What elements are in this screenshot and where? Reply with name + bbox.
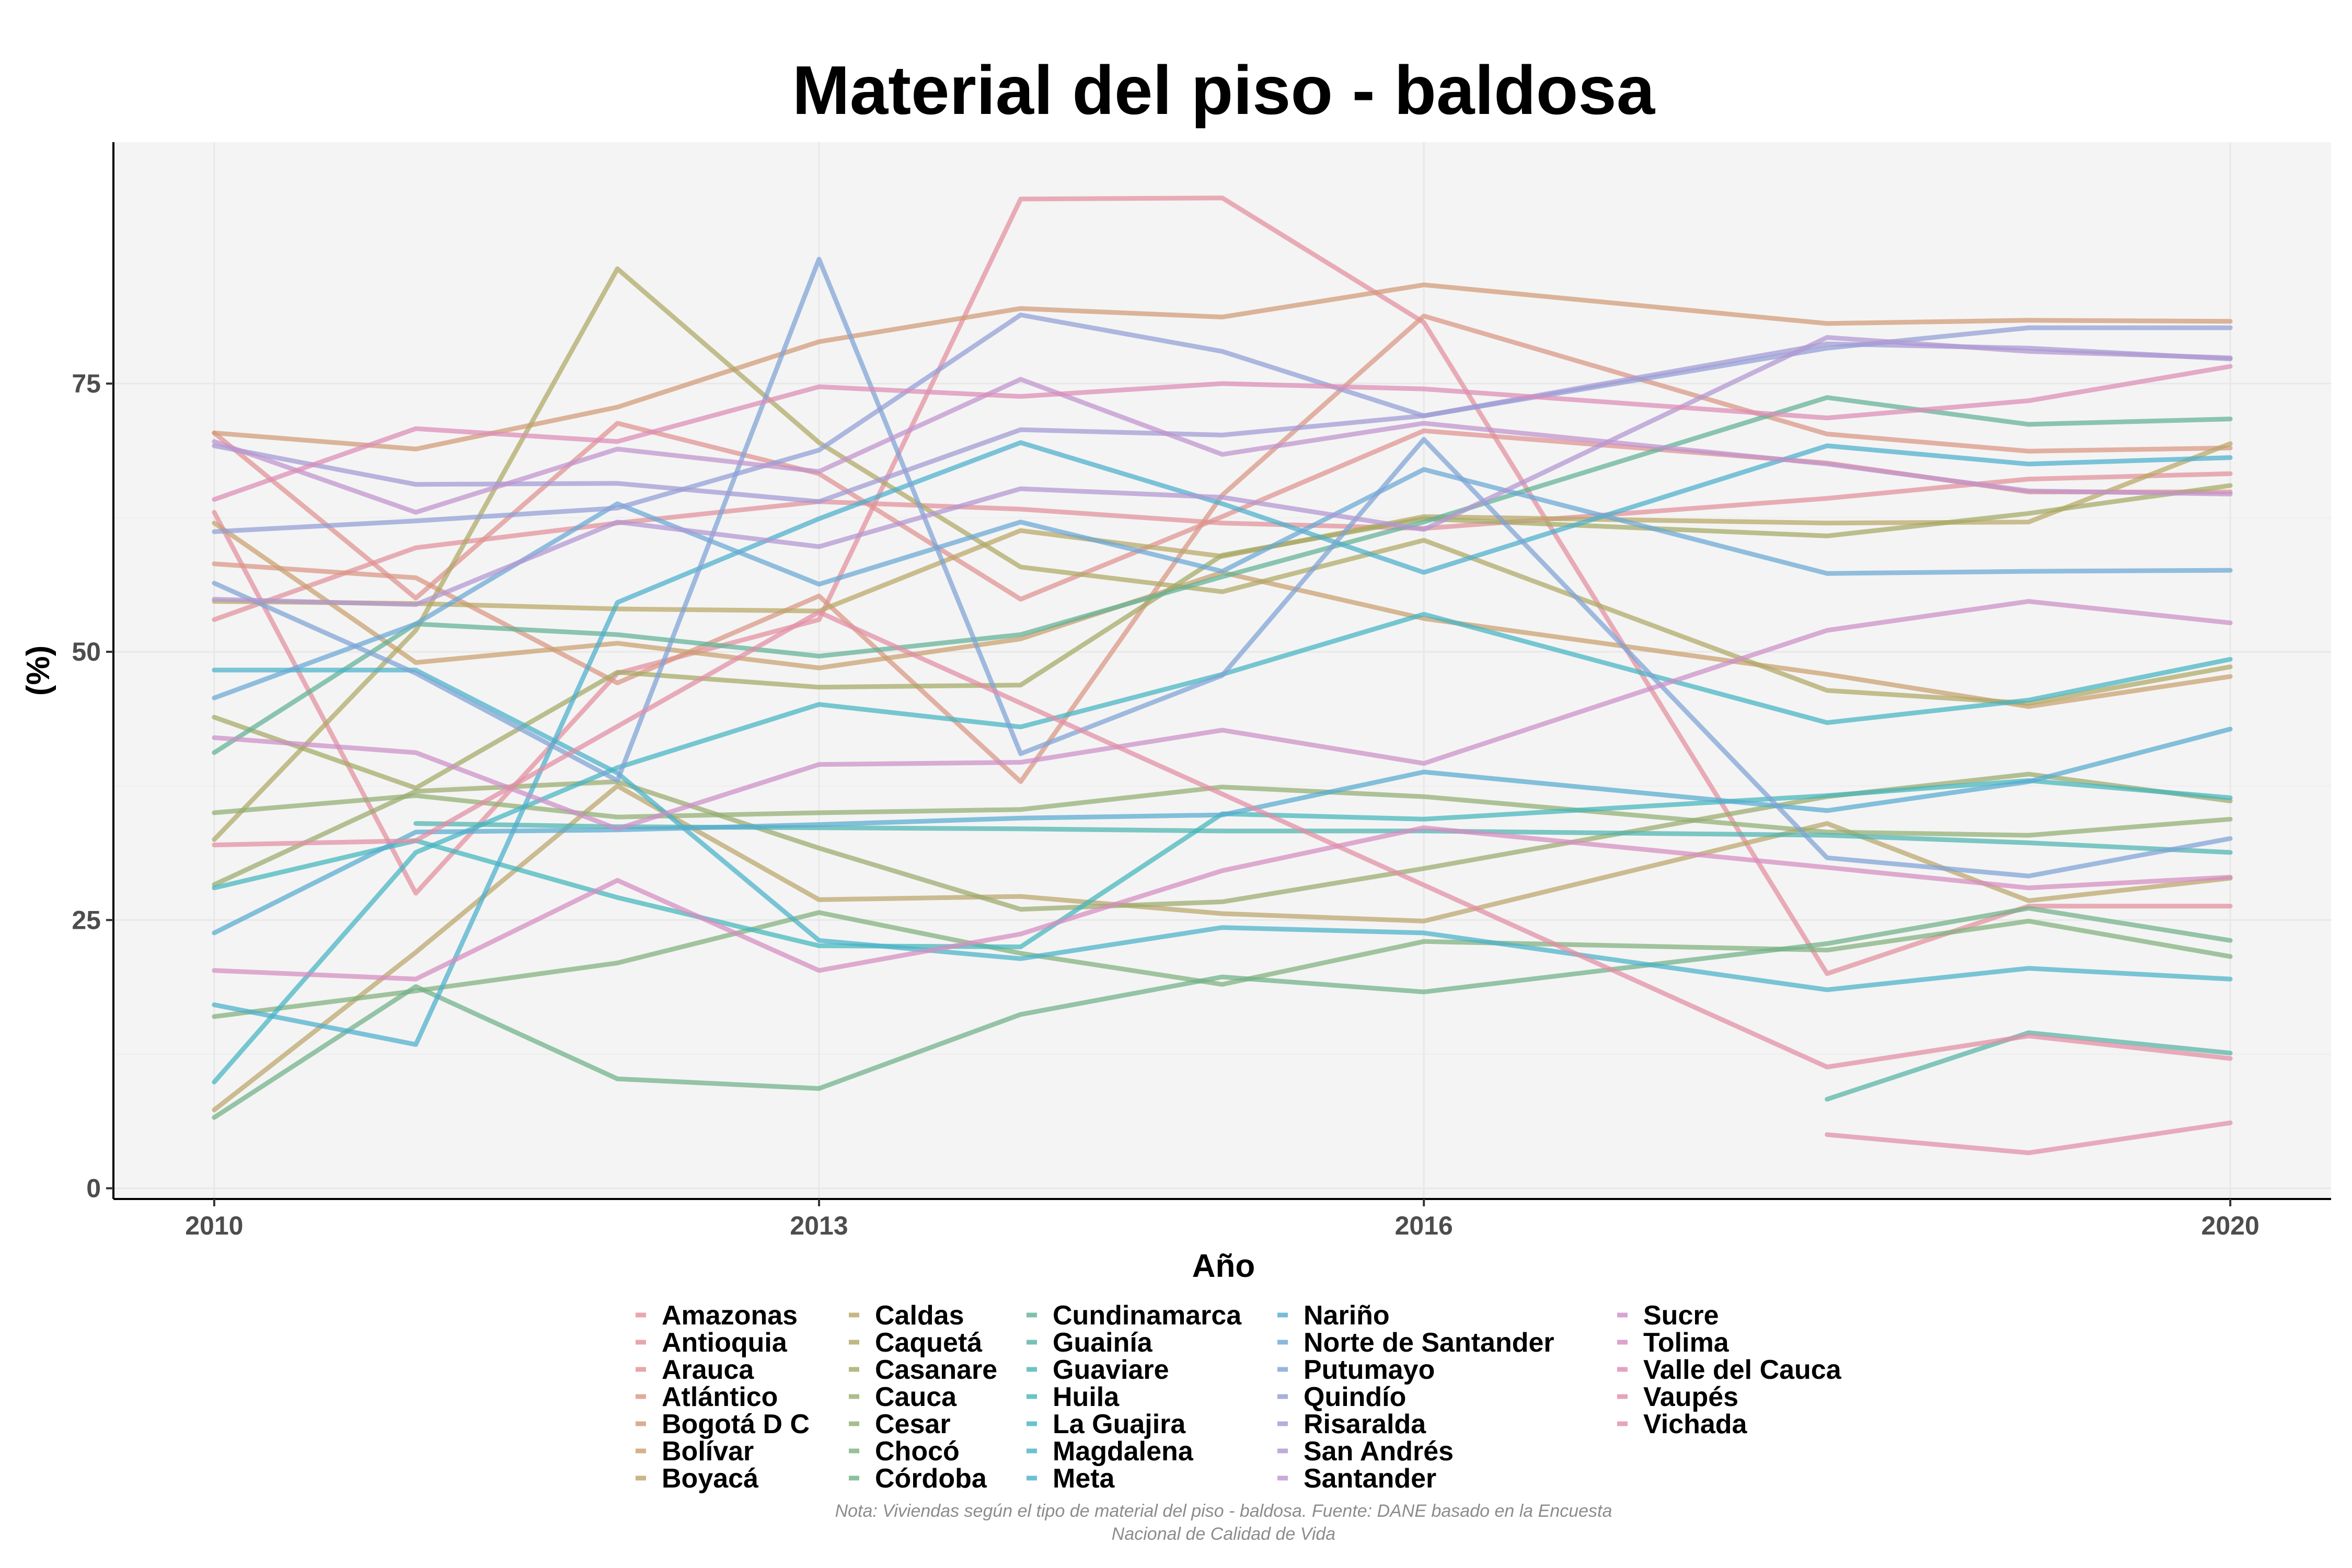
legend-label: Bogotá D C (662, 1409, 810, 1439)
series-line-antioquia (212, 471, 2233, 622)
series-line-cesar (212, 785, 2233, 838)
legend-label: La Guajira (1053, 1409, 1186, 1439)
chart-title: Material del piso - baldosa (792, 52, 1656, 129)
series-line-tolima (212, 825, 2233, 982)
legend-label: Valle del Cauca (1643, 1355, 1842, 1385)
legend-label: Guaviare (1053, 1355, 1169, 1385)
series-line-meta (212, 440, 2233, 1047)
series-line-putumayo (212, 257, 2233, 879)
legend-label: San Andrés (1304, 1436, 1454, 1467)
y-tick-label: 75 (72, 369, 101, 398)
series-line-la-guajira (212, 612, 2233, 1085)
y-tick-label: 0 (86, 1173, 101, 1203)
legend-label: Chocó (875, 1436, 960, 1467)
axis-ticks: 0 25 50 75 2010 2013 2016 2020 (72, 369, 2259, 1240)
legend-label: Caldas (875, 1300, 964, 1331)
series-line-vaupés (1825, 1120, 2233, 1156)
legend-label: Casanare (875, 1355, 997, 1385)
legend-label: Caquetá (875, 1328, 983, 1358)
legend-label: Norte de Santander (1304, 1328, 1554, 1358)
grid-lines (113, 142, 2331, 1199)
legend-label: Cauca (875, 1382, 957, 1412)
legend-label: Córdoba (875, 1463, 987, 1494)
legend-label: Arauca (662, 1355, 754, 1385)
caption-note-line-2: Nacional de Calidad de Vida (1112, 1524, 1335, 1544)
series-line-nariño (212, 727, 2233, 936)
legend-label: Santander (1304, 1463, 1436, 1494)
y-tick-label: 50 (72, 637, 101, 666)
series-line-guainía (1825, 1030, 2233, 1102)
legend-label: Cesar (875, 1409, 951, 1439)
series-line-quindío (212, 313, 2233, 534)
legend-label: Vichada (1643, 1409, 1748, 1439)
legend-label: Amazonas (662, 1300, 798, 1331)
y-tick-label: 25 (72, 905, 101, 935)
series-line-vichada (212, 609, 2233, 1069)
legend-label: Quindío (1304, 1382, 1406, 1412)
series-line-chocó (212, 910, 2233, 1019)
series-line-santander (212, 377, 2233, 515)
series-line-magdalena (212, 667, 2233, 993)
series-line-huila (212, 778, 2233, 950)
legend-label: Bolívar (662, 1436, 754, 1467)
legend-label: Cundinamarca (1053, 1300, 1242, 1331)
caption-note-line-1: Nota: Viviendas según el tipo de materia… (835, 1501, 1612, 1521)
legend-label: Sucre (1643, 1300, 1719, 1331)
x-tick-label: 2013 (790, 1211, 848, 1240)
legend-label: Tolima (1643, 1328, 1730, 1358)
series-line-caquetá (212, 266, 2233, 842)
legend-label: Atlántico (662, 1382, 778, 1412)
series-line-valle-del-cauca (212, 364, 2233, 502)
legend-label: Putumayo (1304, 1355, 1435, 1385)
legend-label: Nariño (1304, 1300, 1390, 1331)
legend-label: Boyacá (662, 1463, 759, 1494)
series-line-cauca (212, 771, 2233, 912)
legend-label: Antioquia (662, 1328, 788, 1358)
x-axis-title: Año (1192, 1248, 1255, 1284)
series-line-san-andrés (212, 335, 2233, 607)
series-lines (212, 195, 2233, 1156)
legend-label: Risaralda (1304, 1409, 1426, 1439)
legend-label: Magdalena (1053, 1436, 1194, 1467)
series-line-bogotá-d-c (212, 282, 2233, 452)
legend-label: Huila (1053, 1382, 1120, 1412)
x-tick-label: 2020 (2201, 1211, 2259, 1240)
legend-label: Guainía (1053, 1328, 1153, 1358)
legend-label: Vaupés (1643, 1382, 1738, 1412)
x-tick-label: 2010 (185, 1211, 243, 1240)
series-line-casanare (212, 483, 2233, 791)
x-tick-label: 2016 (1395, 1211, 1453, 1240)
series-line-córdoba (212, 906, 2233, 1120)
y-axis-title: (%) (20, 645, 56, 696)
legend-label: Meta (1053, 1463, 1115, 1494)
